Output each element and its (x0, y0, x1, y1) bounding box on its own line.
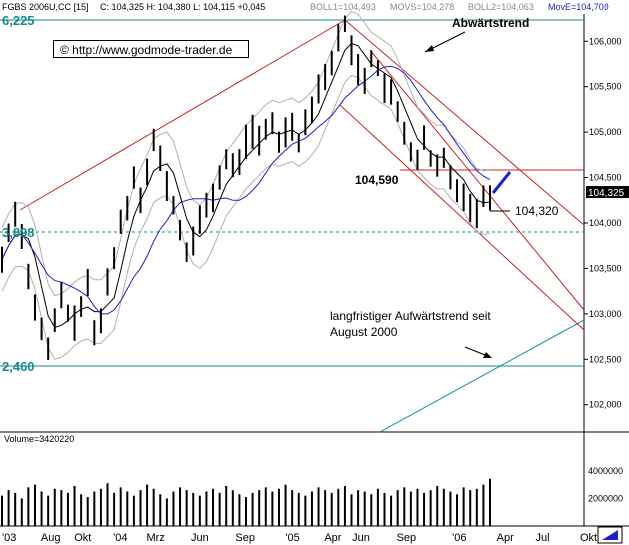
price-tick-label: 105,000 (589, 127, 622, 137)
level-label-top: 6,225 (2, 13, 35, 28)
time-tick-label: Mrz (147, 532, 165, 544)
price-tick-label: 103,500 (589, 263, 622, 273)
price-tick-label: 105,500 (589, 82, 622, 92)
corner-arrow-icon (602, 530, 618, 540)
price-bars (1, 15, 491, 361)
time-tick-label: '04 (113, 532, 127, 544)
level-label-low: 2,460 (2, 359, 35, 374)
price-axis-ticks: 106,000 105,500 105,000 104,500 104,000 103,5… (584, 36, 622, 410)
time-tick-label: '06 (452, 532, 466, 544)
time-tick-label: Apr (497, 532, 514, 544)
downtrend-upper-line (344, 19, 585, 226)
price-tick-label: 102,000 (589, 400, 622, 410)
price-tick-label: 103,000 (589, 309, 622, 319)
header-ohlc: C: 104,325 H: 104,380 L: 104,115 +0,045 (100, 2, 265, 12)
time-tick-label: Jul (536, 532, 550, 544)
longterm-uptrend-line (379, 319, 585, 433)
time-tick-label: Okt (580, 532, 597, 544)
bollinger-lower-band (1, 74, 491, 360)
header-movs: MOVS=104,278 (390, 2, 454, 12)
header-boll2: BOLL2=104,063 (468, 2, 534, 12)
longterm-label-line1: langfristiger Aufwärtstrend seit (330, 309, 491, 323)
time-tick-label: '03 (2, 532, 16, 544)
time-axis-ticks: '03 Aug Okt '04 Mrz Jun Sep '05 Apr Jun Sep '06 Apr J… (2, 532, 597, 544)
price-tick-label: 104,000 (589, 218, 622, 228)
header-boll1: BOLL1=104,493 (310, 2, 376, 12)
downtrend-mid-line (369, 49, 585, 311)
downtrend-arrowhead (425, 45, 434, 52)
projection-arrow (491, 171, 512, 194)
price-tick-label: 104,500 (589, 173, 622, 183)
copyright-box: © http://www.godmode-trader.de (53, 40, 249, 58)
volume-axis-ticks: 4000000 2000000 (588, 466, 623, 504)
volume-tick-label: 4000000 (588, 466, 623, 476)
price-panel (0, 14, 584, 432)
price-tick-label: 106,000 (589, 36, 622, 46)
level-104590-label: 104,590 (355, 173, 399, 187)
downtrend-lower-line (339, 104, 585, 331)
last-price-box (586, 186, 629, 198)
time-tick-label: Okt (74, 532, 91, 544)
moving-average-long (1, 65, 491, 315)
level-104320-label: 104,320 (515, 204, 559, 218)
longterm-label-line2: August 2000 (330, 325, 398, 339)
time-tick-label: Sep (397, 532, 417, 544)
time-tick-label: '05 (285, 532, 299, 544)
downtrend-label: Abwärtstrend (452, 16, 529, 30)
header-move: MovE=104,70ϑ (548, 2, 609, 12)
level-label-mid: 3,898 (2, 225, 35, 240)
time-tick-label: Jun (191, 532, 209, 544)
time-tick-label: Jun (352, 532, 370, 544)
volume-label: Volume=3420220 (4, 434, 74, 444)
time-tick-label: Apr (324, 532, 341, 544)
price-tick-label: 102,500 (589, 354, 622, 364)
time-tick-label: Sep (235, 532, 255, 544)
longterm-arrowhead (483, 352, 492, 358)
volume-bars (1, 478, 491, 526)
time-tick-label: Aug (41, 532, 61, 544)
last-price-value: 104,325 (588, 188, 625, 199)
header-instrument: FGBS 2006U,CC [15] (2, 2, 89, 12)
uptrend-upper-line (19, 19, 346, 211)
volume-tick-label: 2000000 (588, 493, 623, 503)
